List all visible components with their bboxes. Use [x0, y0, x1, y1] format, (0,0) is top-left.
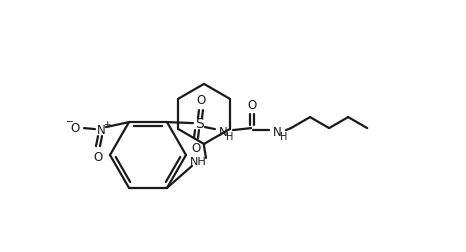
Text: N: N — [273, 125, 281, 139]
Text: NH: NH — [190, 157, 206, 167]
Text: S: S — [195, 117, 203, 131]
Text: O: O — [196, 93, 206, 107]
Text: O: O — [93, 151, 103, 164]
Text: N: N — [219, 125, 227, 139]
Text: H: H — [226, 132, 233, 142]
Text: O: O — [70, 122, 80, 135]
Text: N: N — [96, 123, 105, 137]
Text: O: O — [192, 142, 201, 154]
Text: H: H — [281, 132, 288, 142]
Text: O: O — [247, 99, 257, 112]
Text: +: + — [103, 120, 111, 129]
Text: −: − — [66, 117, 74, 127]
